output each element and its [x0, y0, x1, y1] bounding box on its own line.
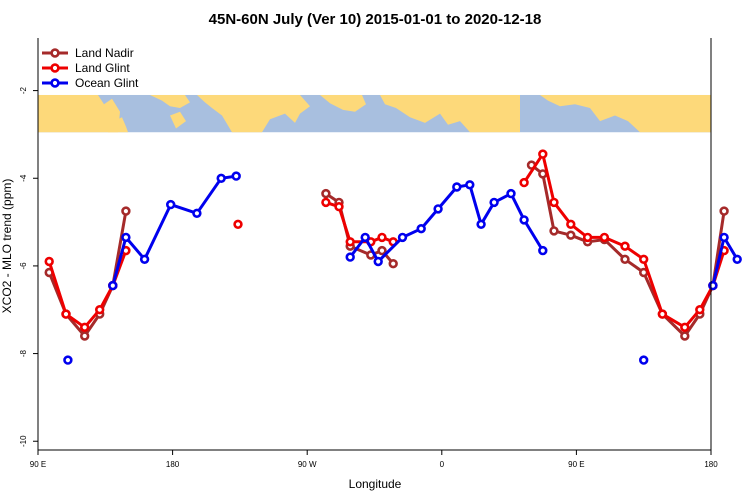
y-tick-label: -8	[19, 349, 28, 357]
data-point	[582, 232, 593, 243]
data-point	[345, 237, 355, 247]
series-line	[111, 174, 237, 286]
y-axis-label: XCO2 - MLO trend (ppm)	[0, 179, 14, 314]
series-2	[63, 171, 742, 365]
data-point	[108, 280, 118, 291]
data-point	[638, 355, 649, 365]
map-land-1	[108, 117, 128, 133]
data-point	[139, 254, 150, 264]
data-point	[334, 202, 344, 212]
x-tick-label: 180	[166, 460, 180, 469]
data-point	[121, 206, 131, 216]
map-land-0	[38, 95, 120, 133]
map-land-4	[197, 95, 310, 133]
y-axis: -2 -4 -6 -8 -10	[19, 38, 712, 450]
y-tick-label: -6	[19, 262, 28, 270]
data-point	[121, 232, 131, 243]
data-point	[680, 331, 690, 341]
data-point	[192, 208, 202, 219]
data-point	[433, 204, 443, 214]
data-point	[680, 322, 690, 332]
legend-marker	[50, 63, 60, 73]
legend-marker	[50, 78, 60, 88]
x-axis: 90 E 180 90 W 0 90 E 180	[30, 449, 718, 469]
data-point	[549, 226, 559, 236]
x-tick-label: 90 E	[30, 460, 46, 469]
legend-label: Land Glint	[75, 61, 130, 75]
data-point	[519, 177, 529, 188]
map-land-8	[655, 106, 672, 118]
data-point	[216, 173, 226, 184]
data-point	[63, 355, 73, 365]
data-point	[321, 197, 331, 208]
legend-label: Ocean Glint	[75, 76, 139, 90]
series-line	[47, 210, 128, 338]
data-point	[465, 180, 475, 190]
data-point	[620, 254, 630, 264]
data-point	[79, 322, 90, 332]
x-tick-label: 180	[704, 460, 718, 469]
x-tick-label: 0	[440, 460, 445, 469]
data-point	[538, 245, 548, 256]
map-land-3	[170, 111, 186, 129]
data-point	[377, 245, 387, 256]
map-land-5	[320, 95, 366, 112]
data-point	[538, 149, 548, 159]
data-point	[638, 254, 649, 264]
x-axis-label: Longitude	[349, 477, 402, 491]
series-1	[44, 149, 729, 332]
data-point	[695, 305, 705, 315]
y-tick-label: -10	[19, 435, 28, 447]
data-point	[44, 256, 54, 267]
map-land-6	[380, 95, 520, 133]
x-tick-label: 90 E	[568, 460, 584, 469]
data-point	[566, 230, 576, 240]
chart-title: 45N-60N July (Ver 10) 2015-01-01 to 2020…	[209, 11, 542, 28]
plot-area	[44, 149, 742, 365]
data-point	[719, 232, 729, 243]
legend-label: Land Nadir	[75, 46, 134, 60]
legend-marker	[50, 48, 60, 58]
data-point	[476, 219, 486, 230]
x-tick-label: 90 W	[298, 460, 317, 469]
data-point	[489, 197, 499, 208]
data-point	[416, 224, 426, 234]
data-point	[549, 197, 559, 208]
data-point	[452, 182, 462, 192]
data-point	[321, 188, 331, 199]
map-band	[38, 94, 711, 133]
data-point	[377, 232, 387, 243]
data-point	[94, 305, 105, 315]
y-tick-label: -2	[19, 86, 28, 94]
data-point	[657, 309, 668, 319]
data-point	[360, 232, 370, 243]
data-point	[61, 309, 71, 319]
y-tick-label: -4	[19, 174, 28, 182]
data-point	[397, 232, 408, 243]
series-line	[522, 152, 726, 329]
data-point	[373, 256, 383, 267]
map-land-2	[150, 95, 190, 108]
data-point	[506, 188, 516, 199]
data-point	[732, 254, 742, 264]
data-point	[233, 219, 243, 230]
data-point	[345, 252, 355, 262]
data-point	[538, 169, 548, 179]
data-point	[79, 331, 90, 341]
data-point	[166, 199, 176, 210]
data-point	[566, 219, 576, 230]
data-point	[231, 171, 241, 181]
data-point	[599, 232, 610, 243]
data-point	[620, 241, 630, 251]
data-point	[519, 215, 529, 225]
data-point	[388, 259, 398, 269]
map-land-7	[540, 95, 711, 133]
data-point	[719, 206, 729, 216]
